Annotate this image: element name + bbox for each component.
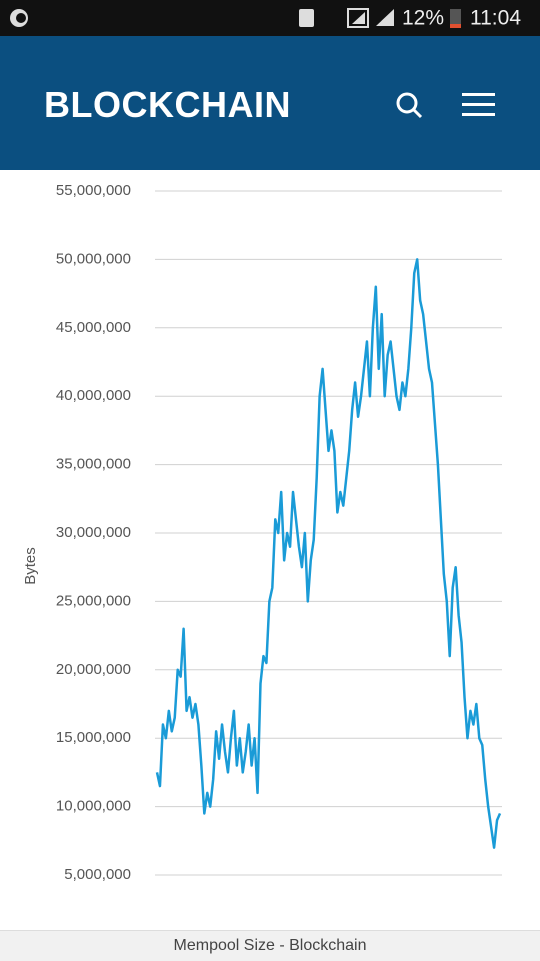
chart: Bytes 5,000,000 10,000,000 15,000,000 20,00…	[22, 182, 502, 883]
status-icons: 12% 11:04	[10, 7, 521, 30]
y-tick-label: 20,000,000	[56, 661, 131, 678]
y-tick-label: 25,000,000	[56, 592, 131, 609]
y-tick-label: 35,000,000	[56, 456, 131, 473]
y-tick-label: 55,000,000	[56, 182, 131, 199]
y-tick-label: 15,000,000	[56, 729, 131, 746]
status-bar: 12% 11:04	[0, 0, 540, 36]
clock: 11:04	[470, 7, 521, 30]
app-header: BLOCKCHAIN	[0, 36, 540, 170]
battery-percent: 12%	[402, 7, 444, 30]
brand-title: BLOCKCHAIN	[44, 84, 291, 125]
y-tick-label: 40,000,000	[56, 387, 131, 404]
y-axis-label: Bytes	[22, 547, 39, 585]
menu-button[interactable]	[458, 88, 500, 122]
y-tick-label: 5,000,000	[64, 866, 131, 883]
y-tick-label: 50,000,000	[56, 250, 131, 267]
y-tick-label: 45,000,000	[56, 319, 131, 336]
footer-title: Mempool Size - Blockchain	[0, 930, 540, 961]
search-button[interactable]	[390, 86, 430, 126]
y-tick-label: 10,000,000	[56, 798, 131, 815]
y-tick-label: 30,000,000	[56, 524, 131, 541]
data-line	[155, 258, 502, 849]
